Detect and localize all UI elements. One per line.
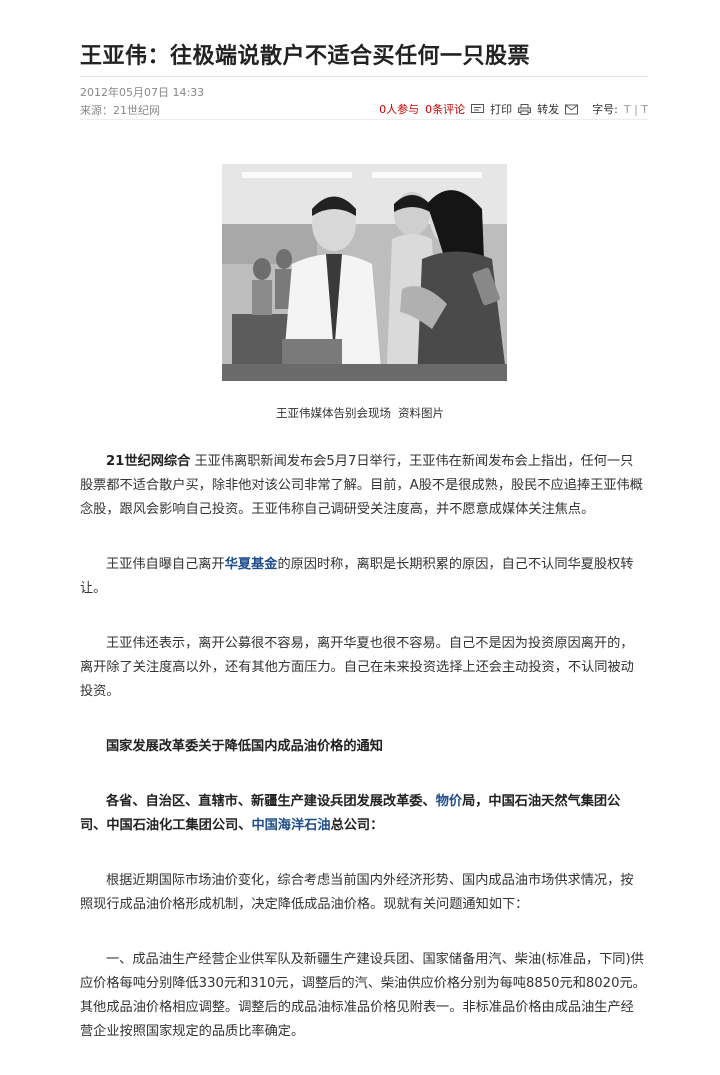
comments-link[interactable]: 0条评论 <box>425 103 466 116</box>
font-size-label: 字号: <box>592 103 618 116</box>
paragraph-2-after: 的原因时称，离职是长期积累的原因，自己不认同华夏股权转让。 <box>80 557 634 596</box>
notice-recipients: 各省、自治区、直辖市、新疆生产建设兵团发展改革委、物价局，中国石油天然气集团公司… <box>80 790 646 838</box>
participants-link[interactable]: 0人参与 <box>379 103 420 116</box>
mail-icon[interactable] <box>565 104 579 115</box>
print-link[interactable]: 打印 <box>490 103 513 116</box>
forward-link[interactable]: 转发 <box>537 103 560 116</box>
print-icon[interactable] <box>518 103 532 115</box>
paragraph-6: 根据近期国际市场油价变化，综合考虑当前国内外经济形势、国内成品油市场供求情况，按… <box>80 873 634 912</box>
notice-title: 国家发展改革委关于降低国内成品油价格的通知 <box>106 739 383 754</box>
photo-caption: 王亚伟媒体告别会现场 资料图片 <box>276 406 444 420</box>
comment-icon[interactable] <box>471 103 485 115</box>
publish-date: 2012年05月07日 14:33 <box>80 86 205 99</box>
font-size-toggle[interactable]: T | T <box>623 102 648 116</box>
paragraph-7: 一、成品油生产经营企业供军队及新疆生产建设兵团、国家储备用汽、柴油(标准品，下同… <box>80 952 646 1039</box>
meta-divider <box>80 119 648 120</box>
price-bureau-link[interactable]: 物价 <box>435 794 463 809</box>
lead-source: 21世纪网综合 <box>106 454 191 469</box>
recipients-part-3: 总公司： <box>330 818 384 833</box>
title-divider <box>80 76 648 77</box>
cnooc-link[interactable]: 中国海洋石油 <box>251 818 331 833</box>
paragraph-1: 21世纪网综合 王亚伟离职新闻发布会5月7日举行，王亚伟在新闻发布会上指出，任何… <box>80 450 646 522</box>
page-title: 王亚伟：往极端说散户不适合买任何一只股票 <box>80 44 531 69</box>
recipients-part-2: 局，中国石油天然气集团公司、中国石油化工集团公司、 <box>80 794 621 833</box>
paragraph-2-before: 王亚伟自曝自己离开 <box>106 557 225 572</box>
huaxia-fund-link[interactable]: 华夏基金 <box>224 557 278 572</box>
article-body: 21世纪网综合 王亚伟离职新闻发布会5月7日举行，王亚伟在新闻发布会上指出，任何… <box>80 450 646 1075</box>
source-label: 来源：21世纪网 <box>80 104 160 117</box>
paragraph-2: 王亚伟自曝自己离开华夏基金的原因时称，离职是长期积累的原因，自己不认同华夏股权转… <box>80 553 646 601</box>
article-photo <box>222 164 507 381</box>
article-toolbar: 0人参与 0条评论 打印 转发 字号: T | T <box>379 101 648 117</box>
paragraph-3: 王亚伟还表示，离开公募很不容易，离开华夏也很不容易。自己不是因为投资原因离开的，… <box>80 636 634 699</box>
recipients-part-1: 各省、自治区、直辖市、新疆生产建设兵团发展改革委、 <box>106 794 436 809</box>
paragraph-1-text: 王亚伟离职新闻发布会5月7日举行，王亚伟在新闻发布会上指出，任何一只股票都不适合… <box>80 454 643 517</box>
